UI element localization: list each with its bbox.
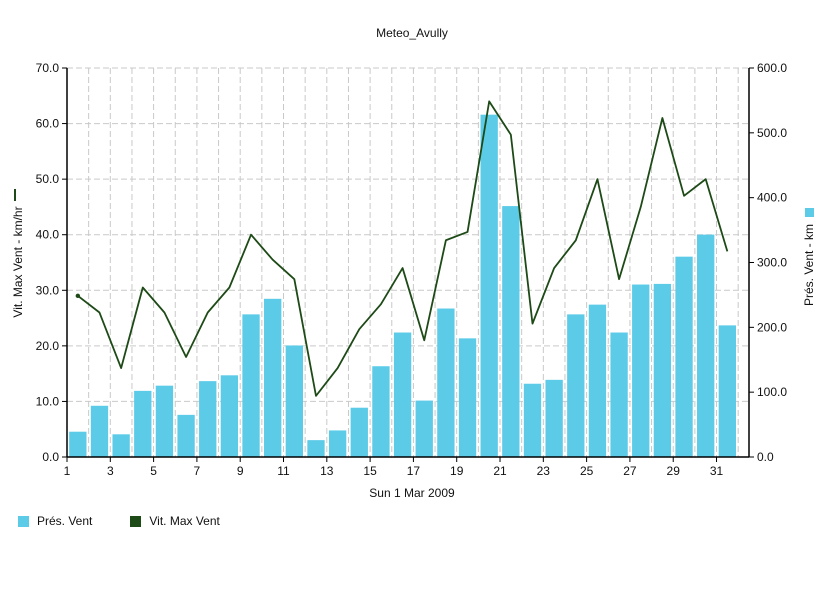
bar (69, 431, 87, 457)
x-axis-label: Sun 1 Mar 2009 (369, 486, 455, 500)
y-left-tick-label: 20.0 (36, 339, 60, 353)
y-left-tick-label: 50.0 (36, 172, 60, 186)
bar (372, 366, 390, 457)
y-left-tick-label: 70.0 (36, 61, 60, 75)
x-tick-label: 23 (537, 464, 551, 478)
y-right-tick-label: 200.0 (757, 320, 787, 334)
bar (199, 381, 217, 457)
line-path (77, 100, 729, 397)
y-left-axis-ticks: 0.0 10.0 20.0 30.0 40.0 50.0 60.0 70.0 (36, 61, 67, 464)
bar (264, 298, 282, 457)
legend-label-vit-max-vent: Vit. Max Vent (149, 514, 220, 528)
y-left-tick-label: 40.0 (36, 228, 60, 242)
y-left-axis-label: Vit. Max Vent - km/hr (11, 206, 25, 317)
bar (653, 283, 672, 457)
bar (350, 407, 368, 457)
y-right-tick-label: 0.0 (757, 450, 774, 464)
bar (675, 256, 693, 457)
x-tick-label: 27 (623, 464, 637, 478)
line-series (75, 100, 729, 397)
legend-item-pres-vent: Prés. Vent (18, 514, 92, 528)
y-right-axis-label: Prés. Vent - km (802, 224, 816, 306)
bar (112, 434, 130, 457)
bar (307, 440, 325, 457)
x-tick-label: 29 (667, 464, 681, 478)
bar (437, 308, 455, 457)
x-tick-label: 1 (64, 464, 71, 478)
bars-series (69, 114, 737, 458)
y-right-tick-label: 100.0 (757, 385, 787, 399)
bar (155, 385, 174, 457)
bar (242, 314, 260, 457)
x-tick-label: 19 (450, 464, 464, 478)
bar (134, 390, 152, 457)
y-right-tick-label: 300.0 (757, 256, 787, 270)
bar (90, 405, 109, 457)
x-tick-label: 31 (710, 464, 724, 478)
bar (697, 234, 715, 457)
x-tick-label: 3 (107, 464, 114, 478)
bar (480, 114, 498, 458)
bar (458, 338, 477, 457)
legend: Prés. Vent Vit. Max Vent (18, 514, 258, 528)
y-right-tick-label: 500.0 (757, 126, 787, 140)
bar (718, 325, 737, 457)
y-left-tick-label: 0.0 (42, 450, 59, 464)
x-tick-label: 21 (493, 464, 507, 478)
chart-title: Meteo_Avully (376, 26, 448, 40)
bar (220, 375, 239, 457)
bar (177, 414, 195, 457)
bar (632, 284, 650, 457)
legend-swatch-bar (18, 515, 29, 527)
bar (328, 430, 347, 457)
x-axis-ticks: 1 3 5 7 9 11 13 15 17 19 21 23 25 27 29 31 (64, 457, 724, 478)
y-right-axis-ticks: 0.0 100.0 200.0 300.0 400.0 500.0 600.0 (749, 61, 787, 464)
bar (502, 206, 520, 457)
line-start-point (75, 293, 81, 299)
y-right-tick-label: 400.0 (757, 191, 787, 205)
y-left-tick-label: 30.0 (36, 283, 60, 297)
bar (523, 383, 542, 457)
bar (415, 400, 433, 457)
bar (610, 332, 628, 457)
x-tick-label: 17 (407, 464, 421, 478)
x-tick-label: 11 (277, 464, 290, 478)
x-tick-label: 7 (194, 464, 201, 478)
y-right-tick-label: 600.0 (757, 61, 787, 75)
chart-canvas: Meteo_Avully 1 3 5 7 9 11 13 15 17 19 21 23 25 27 29 31… (11, 26, 816, 500)
bar (588, 304, 607, 457)
y-left-tick-label: 10.0 (36, 394, 60, 408)
bar (393, 332, 412, 457)
y-left-legend-swatch (14, 189, 16, 201)
x-tick-label: 9 (237, 464, 244, 478)
x-tick-label: 5 (150, 464, 157, 478)
x-tick-label: 15 (363, 464, 377, 478)
x-tick-label: 25 (580, 464, 594, 478)
y-right-legend-swatch (805, 208, 814, 217)
bar (545, 379, 563, 457)
legend-item-vit-max-vent: Vit. Max Vent (130, 514, 220, 528)
bar (285, 345, 303, 457)
x-tick-label: 13 (320, 464, 334, 478)
legend-label-pres-vent: Prés. Vent (37, 514, 93, 528)
legend-swatch-line (130, 515, 142, 527)
y-left-tick-label: 60.0 (36, 117, 60, 131)
bar (567, 314, 585, 457)
